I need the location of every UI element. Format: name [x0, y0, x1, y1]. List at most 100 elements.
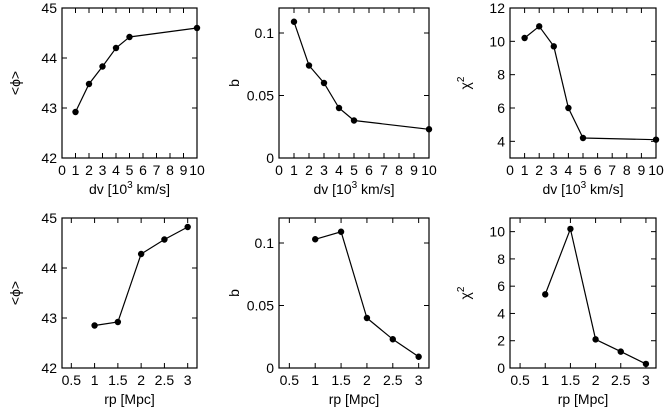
data-point: [389, 336, 396, 343]
x-axis-label: rp [Mpc]: [558, 391, 609, 407]
y-axis-label: χ2: [456, 76, 473, 89]
data-point: [579, 134, 587, 142]
x-tick-label: 0: [58, 162, 66, 178]
x-tick-label: 3: [184, 372, 192, 388]
y-tick-label: 0: [266, 150, 274, 166]
x-tick-label: 1: [91, 372, 99, 388]
data-point: [335, 104, 343, 112]
series-line: [94, 226, 188, 327]
data-point: [99, 63, 106, 70]
y-tick-label: 42: [41, 150, 57, 166]
data-point: [567, 225, 574, 233]
data-point: [126, 33, 133, 41]
x-tick-label: 6: [139, 162, 147, 178]
chart-panel-4: 0.5 1 1.5 2 2.5 3 42 43 44 45 rp [Mpc] <ϕ>: [7, 210, 198, 407]
data-point: [290, 18, 298, 25]
x-tick-label: 2: [137, 372, 145, 388]
y-tick-label: 45: [41, 210, 57, 226]
data-point: [305, 62, 313, 69]
data-point: [337, 228, 345, 235]
y-tick-label: 6: [497, 278, 505, 294]
y-tick-label: 8: [497, 251, 505, 267]
x-tick-label: 7: [608, 162, 616, 178]
y-tick-label: 44: [41, 260, 57, 276]
data-point: [312, 236, 319, 243]
y-tick-label: 4: [497, 133, 505, 149]
data-point: [91, 322, 98, 329]
x-tick-label: 1: [541, 372, 549, 388]
x-tick-label: 2: [85, 162, 93, 178]
x-tick-label: 1.5: [561, 372, 581, 388]
y-axis-label: <ϕ>: [7, 281, 23, 305]
x-axis-label: dv [103 km/s]: [89, 180, 170, 197]
series-line: [293, 21, 430, 130]
data-point: [193, 24, 201, 32]
x-tick-label: 3: [642, 372, 650, 388]
chart-panel-6: 0.5 1 1.5 2 2.5 3 0 2 4 6 8 10 rp [Mpc] χ2: [456, 217, 657, 407]
data-point: [320, 79, 328, 87]
x-axis-label: dv [103 km/s]: [542, 180, 623, 197]
x-tick-label: 2.5: [155, 372, 175, 388]
data-point: [415, 353, 422, 360]
y-axis-label: <ϕ>: [7, 71, 23, 95]
y-tick-label: 44: [41, 50, 57, 66]
x-tick-label: 1.5: [108, 372, 128, 388]
y-tick-label: 12: [489, 0, 505, 16]
y-tick-label: 0: [266, 360, 274, 376]
data-point: [642, 360, 650, 368]
y-axis-label: χ2: [456, 286, 473, 299]
x-tick-label: 2: [592, 372, 600, 388]
x-tick-label: 7: [380, 162, 388, 178]
data-point: [521, 34, 528, 42]
data-point: [350, 117, 358, 124]
y-tick-label: 2: [497, 333, 505, 349]
y-tick-label: 45: [41, 0, 57, 16]
x-tick-label: 6: [365, 162, 373, 178]
x-axis-label: rp [Mpc]: [329, 391, 380, 407]
x-tick-label: 5: [350, 162, 358, 178]
data-point: [536, 23, 543, 30]
data-point: [363, 314, 371, 322]
plot-frame: [509, 217, 657, 369]
x-tick-label: 0: [506, 162, 514, 178]
data-point: [592, 336, 599, 343]
x-tick-label: 8: [395, 162, 403, 178]
y-tick-label: 10: [489, 224, 505, 240]
y-tick-label: 0.05: [247, 88, 274, 104]
y-axis-label: b: [226, 79, 242, 87]
data-point: [617, 348, 624, 355]
x-tick-label: 10: [421, 162, 437, 178]
y-tick-label: 10: [489, 33, 505, 49]
plot-frame: [278, 217, 430, 369]
y-axis-label: b: [226, 289, 242, 297]
x-tick-label: 9: [410, 162, 418, 178]
x-tick-label: 9: [638, 162, 646, 178]
data-point: [72, 108, 79, 116]
x-tick-label: 2: [305, 162, 313, 178]
data-point: [112, 44, 120, 52]
x-tick-label: 8: [166, 162, 174, 178]
data-point: [542, 291, 549, 298]
data-point: [137, 250, 145, 258]
x-tick-label: 0.5: [280, 372, 300, 388]
data-point: [550, 43, 557, 50]
x-axis-label: dv [103 km/s]: [313, 180, 394, 197]
x-tick-label: 3: [550, 162, 558, 178]
x-tick-label: 4: [335, 162, 343, 178]
y-tick-label: 42: [41, 360, 57, 376]
x-tick-label: 5: [579, 162, 587, 178]
data-point: [161, 236, 168, 243]
series-line: [524, 25, 657, 141]
x-tick-label: 1.5: [331, 372, 351, 388]
x-tick-label: 1: [72, 162, 80, 178]
x-axis-label: rp [Mpc]: [104, 391, 155, 407]
data-point: [114, 318, 122, 326]
x-tick-label: 4: [565, 162, 573, 178]
y-tick-label: 0.1: [255, 25, 275, 41]
x-tick-label: 1: [290, 162, 298, 178]
plot-frame: [278, 7, 430, 159]
series-line: [315, 231, 420, 358]
x-tick-label: 9: [180, 162, 188, 178]
x-tick-label: 2: [363, 372, 371, 388]
